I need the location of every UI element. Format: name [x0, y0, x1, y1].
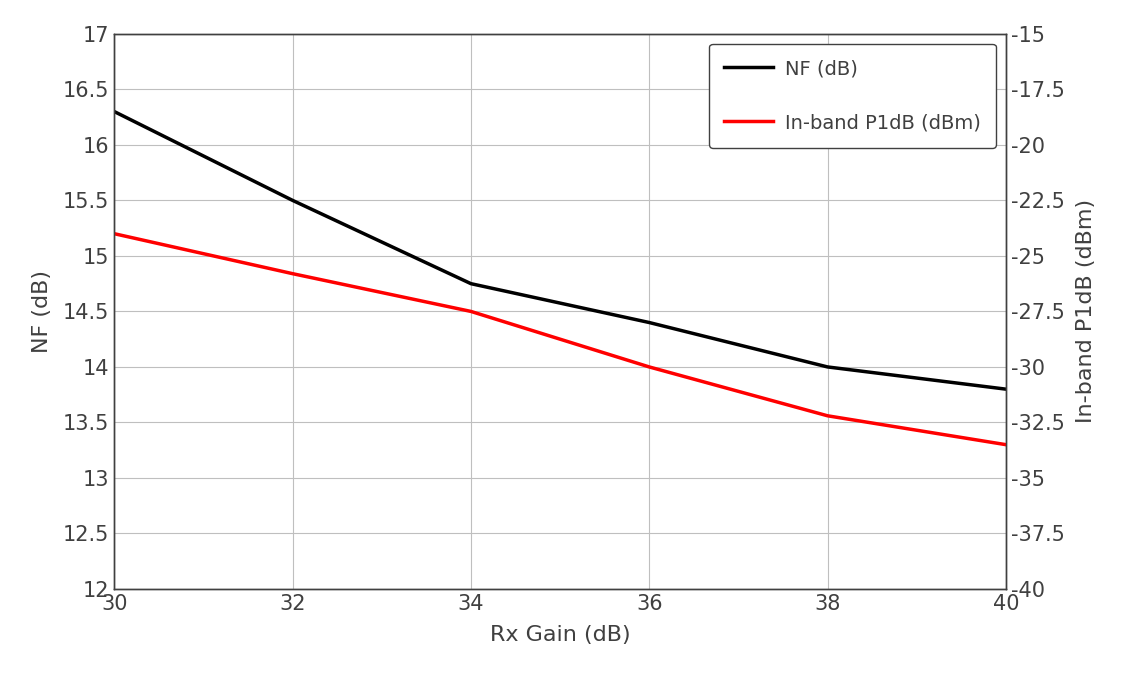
X-axis label: Rx Gain (dB): Rx Gain (dB) [489, 625, 631, 645]
Y-axis label: In-band P1dB (dBm): In-band P1dB (dBm) [1076, 199, 1096, 424]
In-band P1dB (dBm) [999, 441, 1013, 449]
In-band P1dB (dBm) [286, 269, 299, 278]
NF (dB) [286, 196, 299, 204]
Y-axis label: NF (dB): NF (dB) [32, 270, 51, 353]
In-band P1dB (dBm) [464, 307, 478, 315]
Line: In-band P1dB (dBm): In-band P1dB (dBm) [114, 234, 1006, 445]
NF (dB) [464, 280, 478, 288]
NF (dB) [642, 318, 656, 326]
In-band P1dB (dBm) [642, 363, 656, 371]
In-band P1dB (dBm) [107, 230, 121, 238]
Line: NF (dB): NF (dB) [114, 112, 1006, 389]
NF (dB) [107, 108, 121, 116]
NF (dB) [999, 385, 1013, 393]
In-band P1dB (dBm) [821, 412, 834, 420]
Legend: NF (dB), In-band P1dB (dBm): NF (dB), In-band P1dB (dBm) [709, 43, 996, 148]
NF (dB) [821, 363, 834, 371]
